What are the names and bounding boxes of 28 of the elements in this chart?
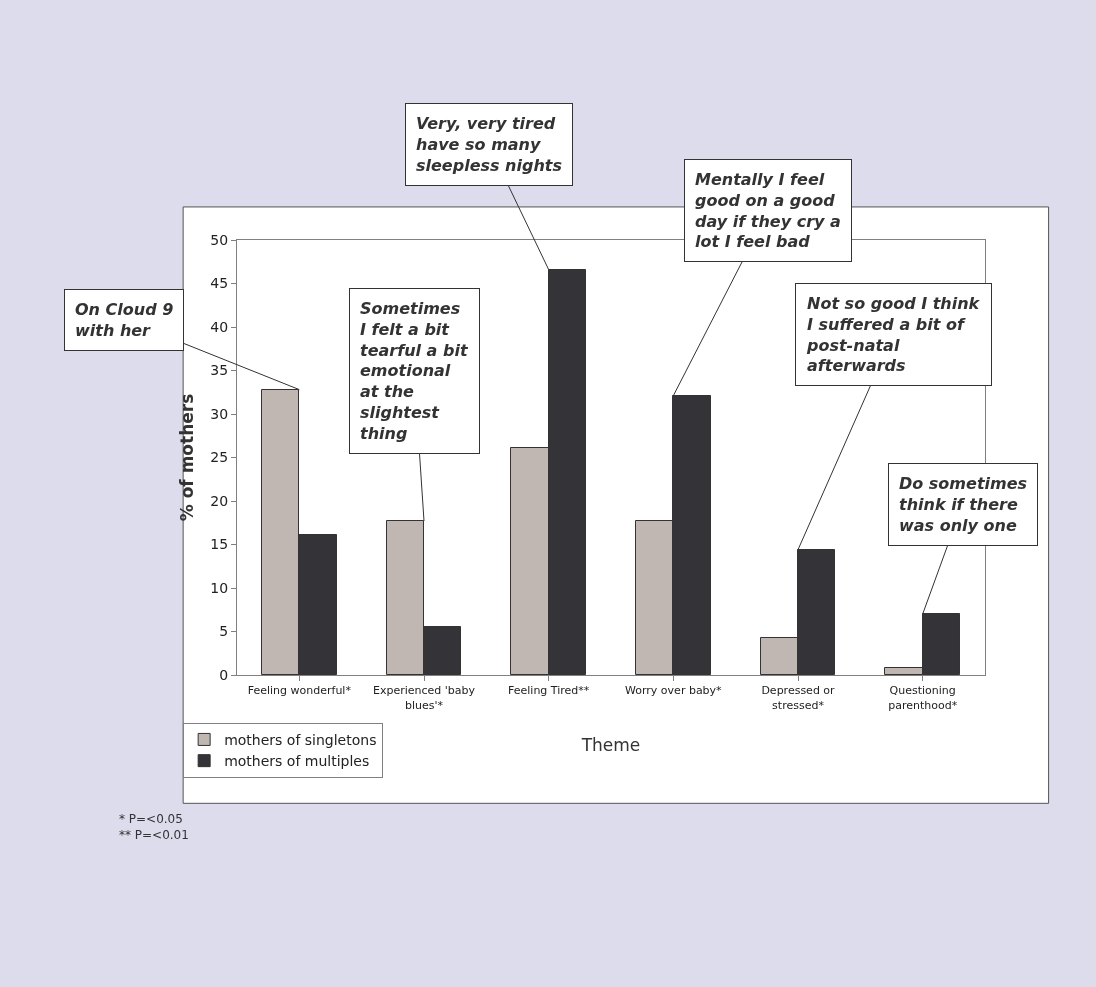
x-tick-label: Worry over baby* (625, 684, 723, 698)
annotation: Sometimes I felt a bit tearful a bit emotional at the slightest thing (360, 299, 469, 443)
y-tick-label: 10 (210, 579, 229, 596)
x-tick-label: Feeling wonderful* (247, 684, 352, 698)
x-tick-label: Feeling Tired** (508, 684, 590, 698)
y-tick-label: 50 (210, 231, 229, 248)
y-tick-label: 30 (210, 405, 229, 422)
y-tick-label: 40 (210, 318, 229, 335)
y-tick-label: 45 (210, 275, 229, 292)
y-tick-label: 25 (210, 449, 229, 466)
y-tick-label: 5 (219, 623, 229, 640)
y-tick-label: 20 (210, 492, 229, 509)
annotation: Very, very tired have so many sleepless nights (416, 114, 563, 175)
annotation: Mentally I feel good on a good day if they cry a lot I feel bad (695, 170, 841, 252)
annotation: Do sometimes think if there was only one (899, 474, 1028, 535)
legend-label: mothers of singletons (224, 731, 377, 748)
y-axis-title: % of mothers (176, 393, 197, 522)
y-tick-label: 15 (210, 536, 229, 553)
y-tick-label: 35 (210, 362, 229, 379)
y-tick-label: 0 (219, 666, 229, 683)
x-axis-title: Theme (580, 734, 641, 755)
x-tick-label: Depressed or stressed* (761, 684, 836, 712)
x-tick-label: Questioning parenthood* (888, 684, 958, 712)
annotation: On Cloud 9 with her (75, 300, 174, 340)
legend-label: mothers of multiples (224, 753, 370, 770)
annotation: Not so good I think I suffered a bit of post-natal afterwards (806, 294, 981, 376)
text: * P=<0.05 ** P=<0.01 (119, 812, 189, 842)
x-tick-label: Experienced 'baby blues'* (372, 684, 476, 712)
